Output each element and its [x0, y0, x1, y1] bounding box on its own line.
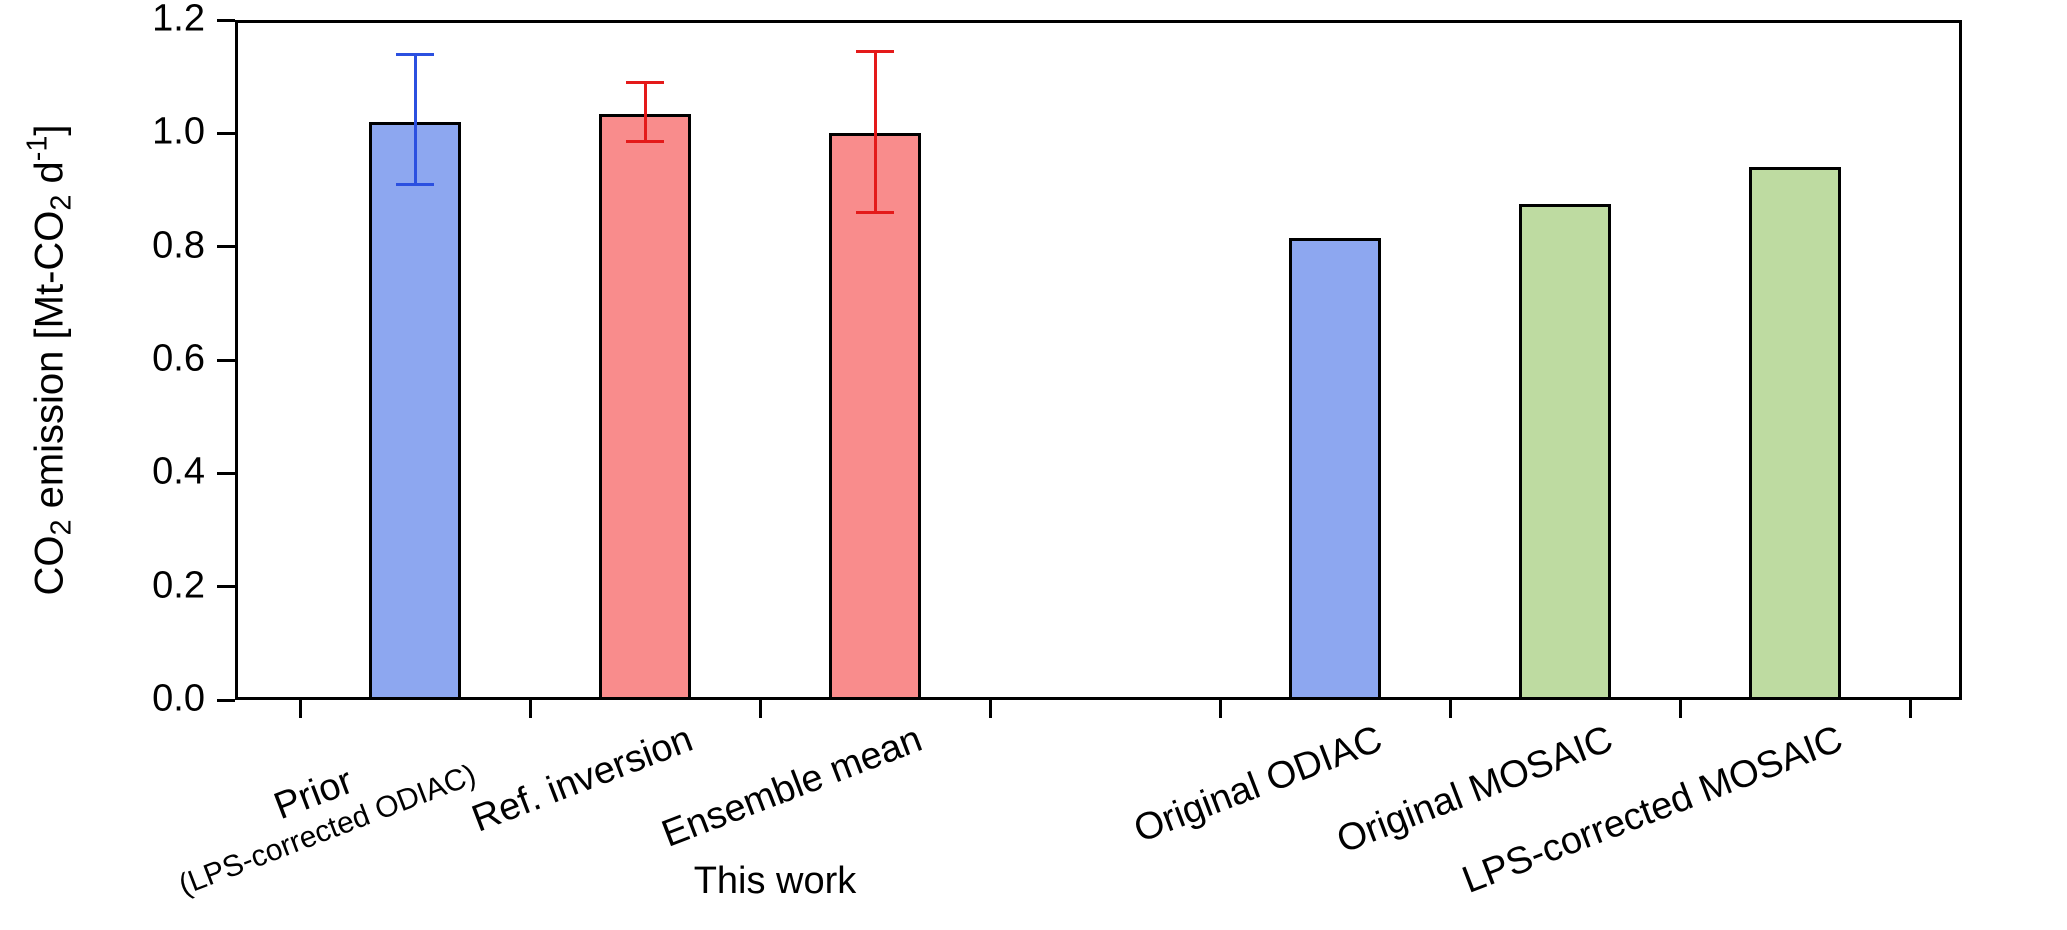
- y-tick: [217, 585, 235, 589]
- bar-prior: [369, 122, 461, 700]
- x-category-label-lps-corrected-mosaic: LPS-corrected MOSAIC: [1456, 718, 1848, 902]
- error-bar-cap-top-ref-inversion: [626, 80, 664, 84]
- x-tick: [1448, 700, 1452, 718]
- x-tick: [1678, 700, 1682, 718]
- y-tick-label: 1.0: [152, 110, 205, 153]
- y-tick: [217, 358, 235, 362]
- x-tick: [1218, 700, 1222, 718]
- axes-frame: [235, 20, 1962, 700]
- bar-ensemble-mean: [829, 133, 921, 700]
- x-tick: [988, 700, 992, 718]
- x-category-label-ensemble-mean: Ensemble mean: [657, 718, 929, 856]
- bar-ref-inversion: [599, 113, 691, 700]
- y-axis-label-sup: -1: [21, 135, 54, 162]
- y-tick: [217, 18, 235, 22]
- y-tick-label: 0.6: [152, 337, 205, 380]
- error-bar-line-prior: [413, 54, 417, 185]
- y-axis-label-sub: 2: [45, 194, 78, 211]
- x-category-label-prior: Prior (LPS-corrected ODIAC): [159, 718, 480, 902]
- y-tick: [217, 471, 235, 475]
- y-tick-label: 0.2: [152, 564, 205, 607]
- error-bar-cap-bottom-ensemble-mean: [856, 211, 894, 215]
- x-tick: [298, 700, 302, 718]
- bar-lps-corrected-mosaic: [1749, 167, 1841, 700]
- x-category-label-text: Ensemble mean: [656, 718, 929, 856]
- y-tick-label: 0.0: [152, 677, 205, 720]
- y-tick-label: 1.2: [152, 0, 205, 40]
- y-tick-label: 0.4: [152, 450, 205, 493]
- x-tick: [758, 700, 762, 718]
- error-bar-cap-top-prior: [396, 52, 434, 56]
- y-tick: [217, 245, 235, 249]
- y-axis-label-sub: 2: [45, 519, 78, 536]
- error-bar-line-ref-inversion: [643, 82, 647, 142]
- group-label-this-work: This work: [693, 860, 857, 902]
- bar-original-mosaic: [1519, 204, 1611, 700]
- y-tick: [217, 698, 235, 702]
- error-bar-cap-bottom-prior: [396, 182, 434, 186]
- y-tick-label: 0.8: [152, 224, 205, 267]
- y-tick: [217, 131, 235, 135]
- y-axis-label-text: d: [27, 161, 72, 195]
- error-bar-line-ensemble-mean: [873, 51, 877, 213]
- error-bar-cap-bottom-ref-inversion: [626, 140, 664, 144]
- error-bar-cap-top-ensemble-mean: [856, 49, 894, 53]
- x-tick: [1908, 700, 1912, 718]
- bar-original-odiac: [1289, 238, 1381, 700]
- x-tick: [528, 700, 532, 718]
- x-category-label-text: LPS-corrected MOSAIC: [1456, 718, 1849, 902]
